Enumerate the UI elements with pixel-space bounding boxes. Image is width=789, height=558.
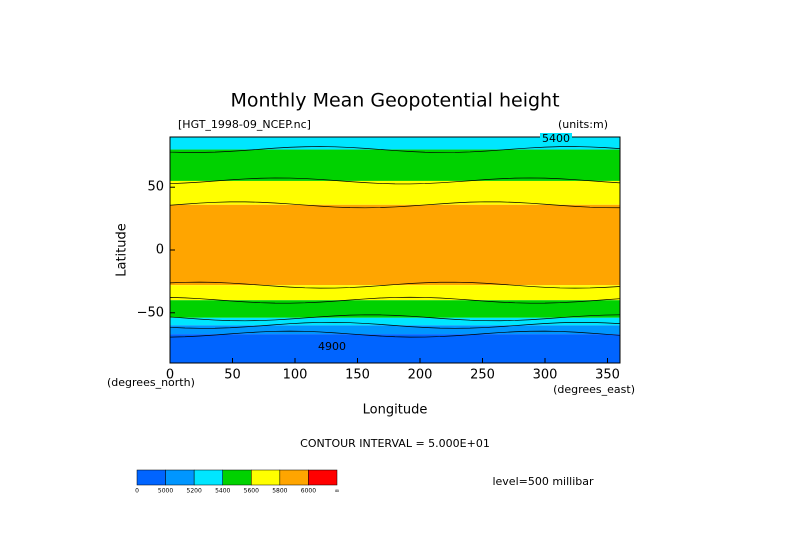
contour-band [170,325,620,335]
y-axis-label: Latitude [115,223,130,277]
x-tick-label: 350 [595,368,620,383]
colorbar-label: ∞ [335,488,340,495]
x-tick-label: 150 [345,368,370,383]
colorbar-label: 5800 [272,488,287,495]
colorbar-box [165,469,195,486]
colorbar-label: 0 [135,488,139,495]
units-label: (units:m) [558,118,608,131]
chart-title: Monthly Mean Geopotential height [230,90,559,112]
x-tick-label: 300 [533,368,558,383]
contour-band [170,317,620,326]
x-unit-label: (degrees_east) [553,383,635,396]
contour-label: 4900 [318,340,346,353]
y-tick-label: 0 [156,243,164,258]
contour-line [169,201,621,209]
x-axis-label: Longitude [363,403,428,418]
colorbar-box [136,469,166,486]
contour-line [169,146,621,153]
contour-band [170,334,620,363]
contour-label: 5400 [542,132,570,145]
colorbar-label: 6000 [301,488,316,495]
level-label: level=500 millibar [492,475,594,488]
y-tick-label: 50 [147,180,164,195]
colorbar-label: 5600 [244,488,259,495]
colorbar-box [193,469,223,486]
colorbar-label: 5200 [187,488,202,495]
y-unit-label: (degrees_north) [107,376,195,389]
contour-label-bg [540,133,572,145]
file-label: [HGT_1998-09_NCEP.nc] [178,118,311,131]
colorbar-box [251,469,281,486]
contour-label-bg [316,341,348,353]
x-tick-label: 200 [408,368,433,383]
x-tick-label: 50 [224,368,241,383]
contour-band [170,137,620,150]
colorbar-box [222,469,252,486]
x-tick-label: 250 [470,368,495,383]
colorbar-box [279,469,309,486]
contour-band [170,300,620,318]
colorbar-box [308,469,338,486]
colorbar-label: 5000 [158,488,173,495]
contour-band [170,285,620,301]
contour-band [170,180,620,205]
y-tick-label: −50 [137,305,164,320]
contour-band [170,149,620,181]
x-tick-label: 100 [283,368,308,383]
contour-line [169,314,621,322]
contour-band [170,204,620,286]
colorbar-label: 5400 [215,488,230,495]
contour-line [169,296,621,304]
contour-line [169,281,621,289]
contour-interval: CONTOUR INTERVAL = 5.000E+01 [300,437,490,450]
x-tick-label: 0 [166,368,174,383]
contour-line [169,177,621,185]
contour-line [169,330,621,338]
contour-line [169,322,621,329]
